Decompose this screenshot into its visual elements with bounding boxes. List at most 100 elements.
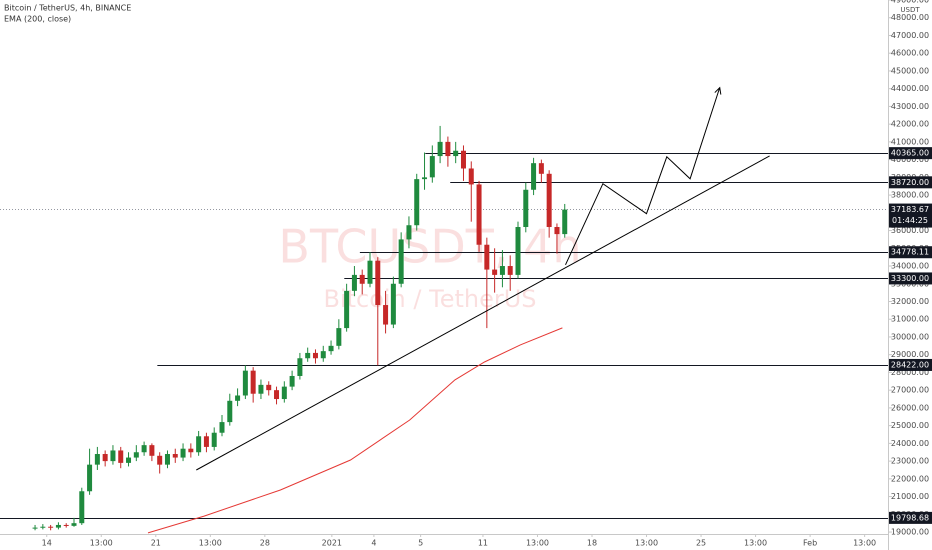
current-price-box: [889, 203, 932, 228]
y-tick-label: 43000.00: [891, 102, 929, 111]
candle-body: [554, 227, 560, 235]
candle-body: [484, 244, 490, 270]
candle-body: [227, 400, 233, 423]
x-tick-label: 18: [587, 539, 597, 548]
candle-body: [250, 370, 256, 394]
y-tick-label: 19000.00: [891, 528, 929, 537]
candle-body: [40, 526, 46, 528]
candle-body: [297, 358, 303, 376]
y-tick-label: 48000.00: [891, 13, 929, 22]
level-label: 38720.00: [891, 178, 929, 187]
candle-body: [289, 375, 295, 387]
y-tick-label: 41000.00: [891, 137, 929, 146]
candle-body: [94, 454, 100, 465]
watermark-subtitle: Bitcoin / TetherUS: [323, 285, 536, 313]
candle-body: [468, 168, 474, 185]
countdown-label: 01:44:25: [892, 216, 928, 225]
candle-body: [79, 491, 85, 524]
x-tick-label: 11: [478, 539, 488, 548]
x-tick-label: 25: [696, 539, 706, 548]
level-label: 28422.00: [891, 360, 929, 369]
candle-body: [180, 448, 186, 458]
level-label: 40365.00: [891, 149, 929, 158]
candle-body: [126, 457, 132, 463]
x-tick-label: 28: [260, 539, 270, 548]
candle-body: [172, 454, 178, 458]
y-tick-label: 36000.00: [891, 226, 929, 235]
y-tick-label: 49000.00: [891, 0, 929, 5]
candle-body: [383, 305, 389, 325]
candle-body: [453, 150, 459, 157]
trend-line: [196, 155, 770, 471]
candle-body: [538, 163, 544, 174]
level-label-box: [889, 246, 932, 259]
x-tick-label: 4: [371, 539, 376, 548]
x-tick-label: 13:00: [90, 539, 113, 548]
plot-area: [0, 86, 888, 534]
candle-body: [422, 177, 428, 180]
candle-body: [48, 526, 54, 528]
candle-body: [203, 436, 209, 447]
x-tick-label: 13:00: [199, 539, 222, 548]
candle-body: [328, 345, 334, 352]
x-tick-label: 13:00: [853, 539, 876, 548]
candle-body: [460, 150, 466, 169]
y-tick-label: 32000.00: [891, 297, 929, 306]
current-price-label: 37183.67: [891, 205, 929, 214]
candle-body: [211, 432, 217, 447]
projection-arrowhead: [714, 86, 722, 95]
candle-body: [320, 351, 326, 359]
y-tick-label: 42000.00: [891, 120, 929, 129]
y-tick-label: 26000.00: [891, 403, 929, 412]
currency: USDT: [900, 6, 920, 14]
level-label: 19798.68: [891, 513, 929, 522]
candle-body: [359, 274, 365, 284]
chart-title: Bitcoin / TetherUS, 4h, BINANCE: [4, 4, 131, 13]
candle-body: [406, 225, 412, 240]
level-label-box: [889, 147, 932, 160]
y-tick-label: 45000.00: [891, 66, 929, 75]
axes: 19000.0020000.0021000.0022000.0023000.00…: [42, 0, 932, 548]
candle-body: [188, 448, 194, 453]
candle-body: [266, 384, 272, 391]
candle-body: [55, 524, 61, 528]
candle-body: [258, 384, 264, 394]
x-tick-label: 5: [418, 539, 423, 548]
candle-body: [312, 352, 318, 359]
level-label-box: [889, 511, 932, 524]
x-tick-label: 2021: [322, 539, 342, 548]
y-tick-label: 28000.00: [891, 368, 929, 377]
candle-body: [141, 445, 147, 453]
candle-body: [546, 173, 552, 228]
candle-body: [63, 524, 69, 526]
y-tick-label: 21000.00: [891, 492, 929, 501]
candle-body: [367, 260, 373, 284]
y-tick-label: 27000.00: [891, 386, 929, 395]
x-tick-label: 13:00: [526, 539, 549, 548]
candle-body: [507, 266, 513, 275]
candle-body: [235, 395, 241, 401]
y-tick-label: 34000.00: [891, 262, 929, 271]
candle-body: [445, 141, 451, 157]
candle-body: [531, 163, 537, 190]
projection-path: [565, 87, 721, 266]
candle-body: [71, 523, 77, 526]
candle-body: [196, 436, 202, 453]
watermark: BTCUSDT, 4h: [278, 220, 581, 274]
candle-body: [149, 445, 155, 456]
candle-body: [390, 283, 396, 325]
y-tick-label: 47000.00: [891, 31, 929, 40]
candle-body: [242, 370, 248, 396]
y-tick-label: 25000.00: [891, 421, 929, 430]
y-tick-label: 38000.00: [891, 191, 929, 200]
candle-body: [414, 179, 420, 226]
x-tick-label: 21: [151, 539, 161, 548]
candle-body: [351, 274, 357, 291]
x-tick-label: 14: [42, 539, 52, 548]
candle-body: [87, 464, 93, 492]
candle-body: [476, 184, 482, 245]
candle-body: [492, 269, 498, 275]
